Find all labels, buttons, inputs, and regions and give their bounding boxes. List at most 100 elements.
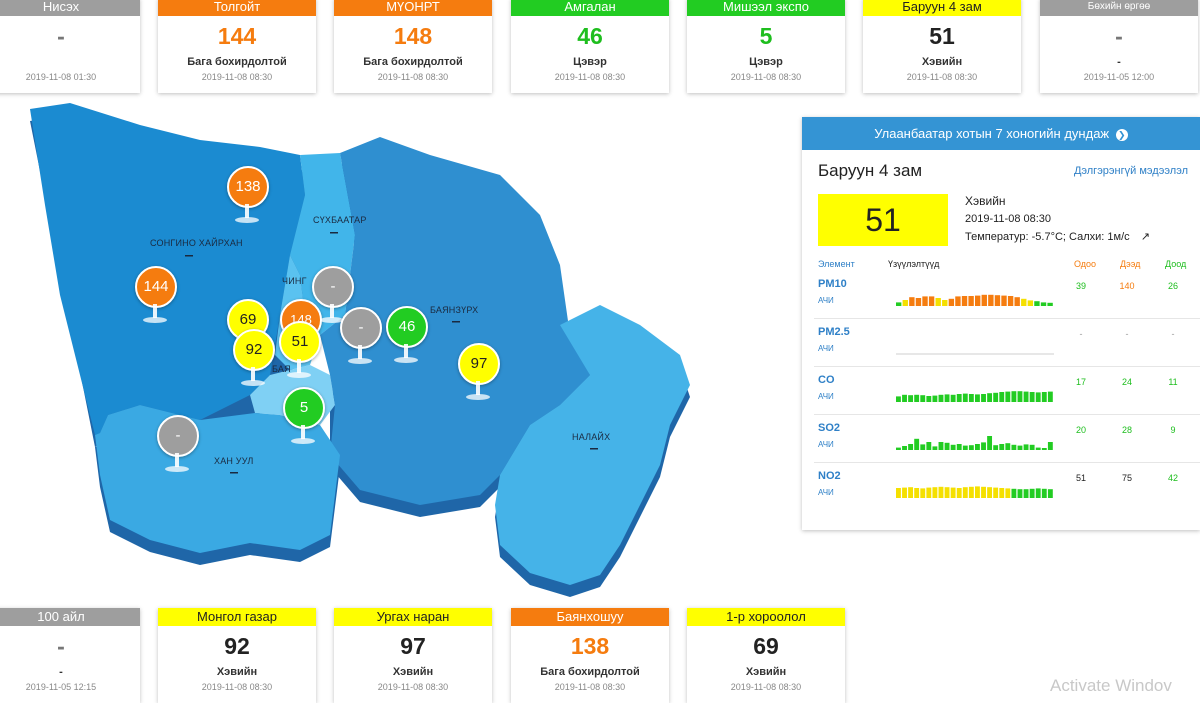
map-marker[interactable]: -	[312, 266, 354, 326]
min-value: 11	[1168, 377, 1178, 387]
district-nalaikh[interactable]	[495, 305, 690, 585]
map-marker[interactable]: 138	[227, 166, 269, 226]
sparkline-bar	[902, 300, 908, 306]
aqi-status: Бага бохирдолтой	[363, 56, 463, 68]
map-marker[interactable]: -	[157, 415, 199, 475]
aqi-value: 69	[753, 633, 779, 659]
map-marker[interactable]: 46	[386, 306, 428, 366]
max-value: -	[1125, 329, 1129, 339]
now-value: -	[1079, 329, 1083, 339]
sparkline-bar	[987, 393, 993, 402]
district-khanuul[interactable]	[95, 405, 340, 553]
sparkline-bar	[932, 487, 938, 498]
pollutant-name[interactable]: PM2.5	[818, 326, 850, 338]
sparkline-bar	[962, 487, 968, 498]
pollutant-name[interactable]: PM10	[818, 278, 847, 290]
map-marker[interactable]: 92	[233, 329, 275, 389]
map-marker[interactable]: 144	[135, 266, 177, 326]
station-card[interactable]: Баруун 4 зам 51 Хэвийн 2019-11-08 08:30	[863, 0, 1021, 93]
sparkline-bar	[950, 487, 956, 498]
district-label: БАЯ	[272, 364, 291, 374]
station-card[interactable]: Бөхийн өргөө - - 2019-11-05 12:00	[1040, 0, 1198, 93]
marker-value: -	[312, 266, 354, 308]
sparkline-bar	[944, 394, 950, 402]
aqi-value: 46	[577, 23, 603, 49]
sparkline-bar	[1029, 488, 1035, 498]
marker-value: 92	[233, 329, 275, 371]
aqi-status: Хэвийн	[392, 666, 434, 678]
sparkline-bar	[975, 295, 981, 306]
station-card[interactable]: Баянхошуу 138 Бага бохирдолтой 2019-11-0…	[511, 608, 669, 703]
sparkline-bar	[950, 444, 956, 450]
station-card[interactable]: МҮОНРТ 148 Бага бохирдолтой 2019-11-08 0…	[334, 0, 492, 93]
sparkline-bar	[896, 447, 901, 450]
weather-info: Температур: -5.7°C; Салхи: 1м/с ↗	[965, 230, 1150, 243]
max-value: 28	[1121, 425, 1132, 435]
sparkline-bar	[1011, 444, 1017, 450]
map-marker[interactable]: 5	[283, 387, 325, 447]
station-card[interactable]: Нисэх - 2019-11-08 01:30	[0, 0, 140, 93]
now-value: 39	[1075, 281, 1086, 291]
station-card[interactable]: Мишээл экспо 5 Цэвэр 2019-11-08 08:30	[687, 0, 845, 93]
station-name: Мишээл экспо	[687, 0, 845, 16]
map-marker[interactable]: 51	[279, 321, 321, 381]
sparkline-bar	[932, 395, 938, 402]
sparkline-bar	[926, 487, 932, 498]
pollutant-unit: АЧИ	[818, 296, 834, 305]
sparkline-bar	[902, 394, 907, 402]
aqi-status: Хэвийн	[921, 56, 963, 68]
district-label: НАЛАЙХ	[572, 431, 610, 442]
sparkline-bar	[1029, 392, 1035, 402]
map-marker[interactable]: 97	[458, 343, 500, 403]
sparkline-bar	[1041, 488, 1047, 498]
details-link[interactable]: Дэлгэрэнгүй мэдээлэл	[1073, 165, 1188, 177]
marker-value: 46	[386, 306, 428, 348]
district-label: ХАН УУЛ	[214, 456, 253, 466]
sparkline-bar	[1017, 489, 1023, 498]
pollutant-name[interactable]: SO2	[818, 422, 841, 434]
weather-text: Температур: -5.7°C; Салхи: 1м/с	[965, 231, 1130, 243]
station-card[interactable]: Толгойт 144 Бага бохирдолтой 2019-11-08 …	[158, 0, 316, 93]
station-card[interactable]: 100 айл - - 2019-11-05 12:15	[0, 608, 140, 703]
pollutant-name[interactable]: CO	[818, 374, 835, 386]
district-map: СОНГИНО ХАЙРХАН СҮХБААТАР ЧИНГ БАЯНЗҮРХ …	[30, 103, 690, 597]
map-marker[interactable]: -	[340, 307, 382, 367]
station-card[interactable]: 1-р хороолол 69 Хэвийн 2019-11-08 08:30	[687, 608, 845, 703]
sparkline-bar	[1047, 489, 1053, 498]
measure-time: 2019-11-08 01:30	[25, 72, 97, 82]
sparkline-bar	[956, 394, 962, 402]
station-card[interactable]: Амгалан 46 Цэвэр 2019-11-08 08:30	[511, 0, 669, 93]
sparkline-bar	[935, 298, 941, 306]
station-name: Толгойт	[158, 0, 316, 16]
measure-time: 2019-11-08 08:30	[965, 213, 1052, 225]
measure-time: 2019-11-08 08:30	[377, 682, 449, 692]
station-name: 1-р хороолол	[687, 608, 845, 626]
sparkline-bar	[975, 444, 980, 450]
sparkline-bar	[975, 486, 980, 498]
sparkline-bar	[938, 394, 944, 402]
pollutant-name[interactable]: NO2	[818, 470, 841, 482]
sparkline-bar	[896, 302, 902, 306]
sparkline-bar	[926, 442, 932, 450]
sparkline-bar	[993, 392, 999, 402]
station-card[interactable]: Монгол газар 92 Хэвийн 2019-11-08 08:30	[158, 608, 316, 703]
weekly-average-link[interactable]: Улаанбаатар хотын 7 хоногийн дундаж ❯	[802, 117, 1200, 150]
station-card[interactable]: Ургах наран 97 Хэвийн 2019-11-08 08:30	[334, 608, 492, 703]
sparkline-bar	[1035, 392, 1041, 402]
col-indicators: Үзүүлэлтүүд	[888, 259, 940, 269]
measure-time: 2019-11-05 12:00	[1083, 72, 1155, 82]
pollutant-unit: АЧИ	[818, 392, 834, 401]
sparkline-bar	[902, 446, 907, 450]
pollutant-sparkline	[896, 391, 1053, 402]
sparkline-bar	[926, 396, 932, 402]
pollutant-sparkline	[896, 353, 1054, 355]
sparkline-bar	[938, 442, 944, 450]
aqi-status: Хэвийн	[745, 666, 787, 678]
pollutant-row: SO2 АЧИ 20 28 9	[802, 414, 1200, 462]
sparkline-bar	[994, 295, 1001, 306]
sparkline-bar	[961, 296, 968, 306]
sparkline-bar	[1001, 295, 1007, 306]
aqi-value: 5	[759, 23, 773, 49]
now-value: 20	[1075, 425, 1086, 435]
station-name: Ургах наран	[334, 608, 492, 626]
